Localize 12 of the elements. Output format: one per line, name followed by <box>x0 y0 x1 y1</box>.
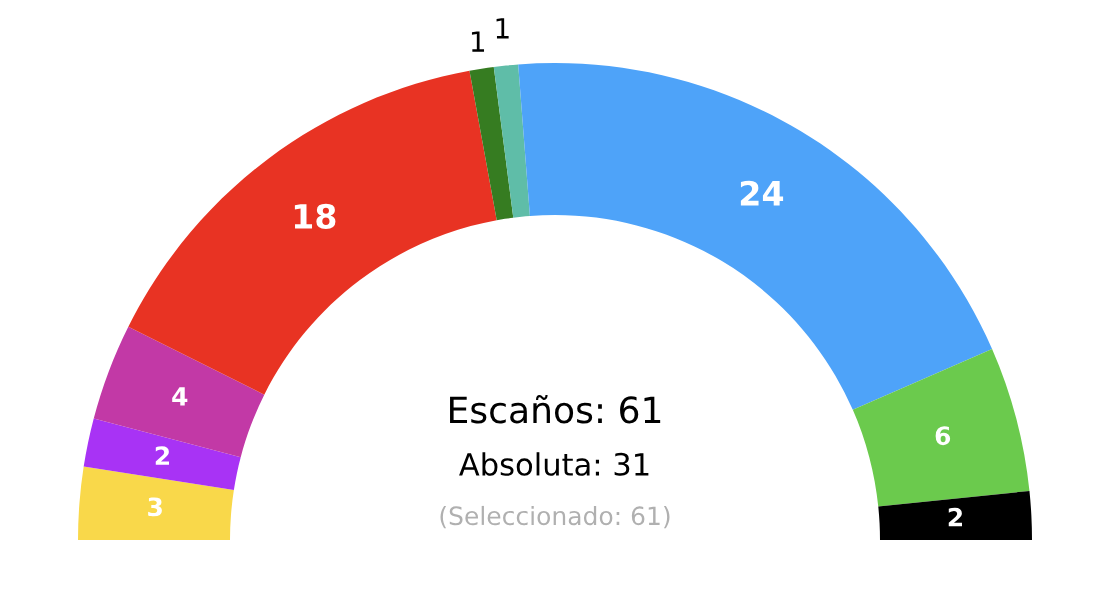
data-label: 1 <box>496 18 509 39</box>
data-label: 4 <box>172 387 188 406</box>
data-label: 18 <box>294 203 336 229</box>
data-label: 2 <box>948 507 962 527</box>
text: Absoluta: 31 <box>459 452 649 476</box>
data-label: 2 <box>155 446 169 465</box>
text: Escaños: 61 <box>450 394 661 424</box>
text: (Seleccionado: 61) <box>440 505 670 529</box>
data-label: 3 <box>148 497 162 517</box>
data-label: 1 <box>471 31 485 52</box>
data-label: 24 <box>740 180 784 206</box>
data-label: 6 <box>935 426 951 446</box>
